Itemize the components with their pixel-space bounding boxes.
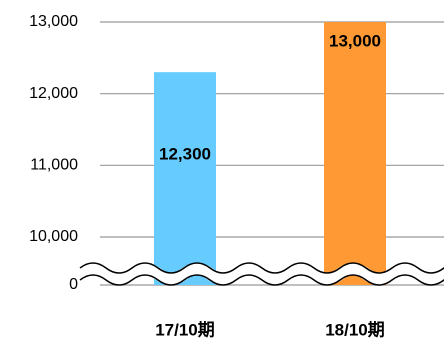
bar: [324, 22, 386, 285]
y-tick-label: 13,000: [29, 13, 78, 30]
bars: [154, 22, 386, 286]
break-line: [79, 274, 444, 286]
break-band: [76, 263, 444, 285]
y-tick-label: 11,000: [30, 157, 78, 174]
bar: [154, 72, 216, 286]
x-tick-label: 17/10期: [155, 320, 215, 339]
y-tick-label: 10,000: [29, 228, 78, 245]
x-tick-label: 18/10期: [325, 320, 385, 339]
value-label: 12,300: [159, 145, 211, 164]
break-line: [79, 262, 444, 274]
axis-break: [76, 262, 444, 286]
y-tick-label: 0: [69, 276, 78, 293]
y-tick-label: 12,000: [29, 85, 78, 102]
labels: 0 10,000 11,000 12,000 13,000 12,300 13,000 17/…: [29, 13, 385, 339]
value-label: 13,000: [329, 31, 381, 50]
grid: [100, 21, 444, 286]
